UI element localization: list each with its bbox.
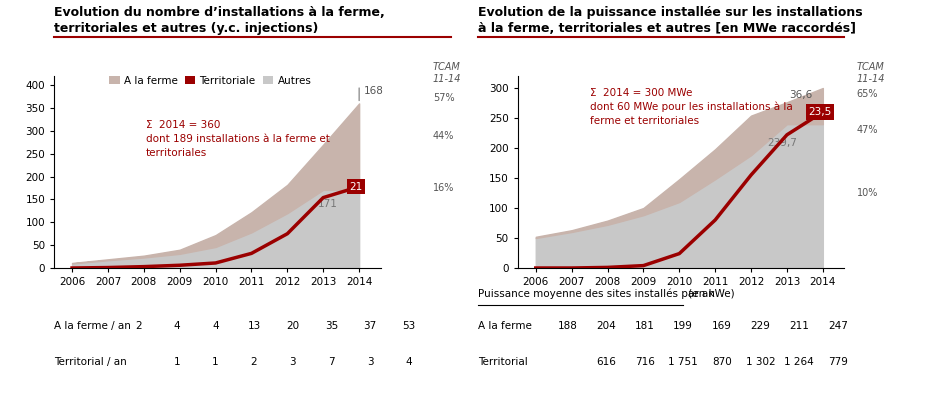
Text: 247: 247: [828, 321, 848, 331]
Text: 7: 7: [328, 357, 335, 367]
Text: 2: 2: [251, 357, 258, 367]
Text: A la ferme: A la ferme: [478, 321, 532, 331]
Text: 37: 37: [363, 321, 377, 331]
Text: 239,7: 239,7: [767, 138, 797, 148]
Text: 16%: 16%: [433, 183, 454, 193]
Text: 20: 20: [286, 321, 299, 331]
Text: 1: 1: [212, 357, 218, 367]
Text: 169: 169: [712, 321, 731, 331]
Text: Territorial: Territorial: [478, 357, 527, 367]
Text: 1 264: 1 264: [785, 357, 815, 367]
Text: 1 302: 1 302: [745, 357, 775, 367]
Text: 57%: 57%: [433, 93, 454, 103]
Legend: A la ferme, Territoriale, Autres: A la ferme, Territoriale, Autres: [105, 72, 315, 90]
Text: TCAM
11-14: TCAM 11-14: [433, 62, 462, 84]
Text: 1: 1: [174, 357, 180, 367]
Text: 65%: 65%: [856, 89, 878, 99]
Text: 4: 4: [405, 357, 412, 367]
Text: 229: 229: [750, 321, 771, 331]
Text: Σ  2014 = 360
dont 189 installations à la ferme et
territoriales: Σ 2014 = 360 dont 189 installations à la…: [146, 120, 329, 158]
Text: 168: 168: [364, 86, 383, 96]
Text: 199: 199: [674, 321, 693, 331]
Text: 3: 3: [289, 357, 296, 367]
Text: 53: 53: [402, 321, 415, 331]
Text: 204: 204: [596, 321, 616, 331]
Text: Puissance moyenne des sites installés par an: Puissance moyenne des sites installés pa…: [478, 289, 715, 299]
Text: 2: 2: [134, 321, 142, 331]
Text: 1 751: 1 751: [668, 357, 698, 367]
Text: 211: 211: [789, 321, 809, 331]
Text: 779: 779: [828, 357, 848, 367]
Text: 13: 13: [247, 321, 260, 331]
Text: 4: 4: [212, 321, 218, 331]
Text: Evolution du nombre d’installations à la ferme,: Evolution du nombre d’installations à la…: [54, 6, 385, 19]
Text: 716: 716: [634, 357, 655, 367]
Text: 21: 21: [350, 182, 363, 192]
Text: 4: 4: [174, 321, 180, 331]
Text: 36,6: 36,6: [788, 90, 812, 100]
Text: territoriales et autres (y.c. injections): territoriales et autres (y.c. injections…: [54, 22, 318, 35]
Text: 47%: 47%: [856, 125, 878, 135]
Text: à la ferme, territoriales et autres [en MWe raccordés]: à la ferme, territoriales et autres [en …: [478, 22, 856, 35]
Text: 181: 181: [634, 321, 655, 331]
Text: Territorial / an: Territorial / an: [54, 357, 127, 367]
Text: 616: 616: [596, 357, 616, 367]
Text: (en kWe): (en kWe): [685, 289, 734, 299]
Text: 3: 3: [367, 357, 373, 367]
Text: 870: 870: [712, 357, 731, 367]
Text: 23,5: 23,5: [808, 107, 831, 117]
Text: Evolution de la puissance installée sur les installations: Evolution de la puissance installée sur …: [478, 6, 862, 19]
Text: 188: 188: [557, 321, 578, 331]
Text: 44%: 44%: [433, 131, 454, 141]
Text: 171: 171: [318, 199, 338, 209]
Text: 35: 35: [325, 321, 338, 331]
Text: TCAM
11-14: TCAM 11-14: [856, 62, 885, 84]
Text: A la ferme / an: A la ferme / an: [54, 321, 131, 331]
Text: Σ  2014 = 300 MWe
dont 60 MWe pour les installations à la
ferme et territoriales: Σ 2014 = 300 MWe dont 60 MWe pour les in…: [590, 88, 792, 126]
Text: 10%: 10%: [856, 188, 878, 198]
